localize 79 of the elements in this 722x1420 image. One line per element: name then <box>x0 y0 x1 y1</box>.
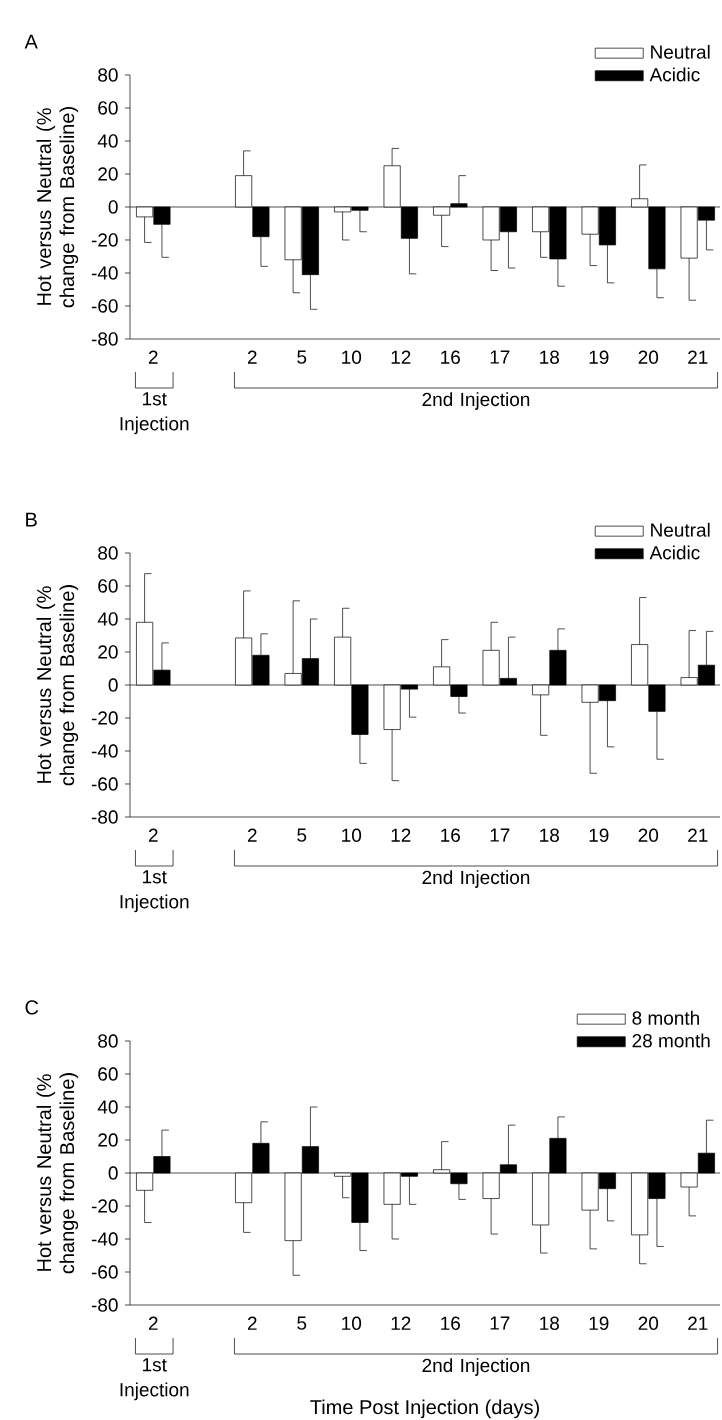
y-tick-label: 40 <box>97 1100 118 1114</box>
y-tick-label: 0 <box>108 200 118 214</box>
x-tick-label: 12 <box>391 828 411 842</box>
y-tick-label: -60 <box>91 777 118 791</box>
y-tick-label: -80 <box>91 332 118 346</box>
text: 2nd Injection <box>422 1358 530 1376</box>
legend-label: Neutral <box>651 522 710 537</box>
y-tick-label: -40 <box>91 1232 118 1246</box>
text: 1st Injection <box>120 392 189 435</box>
x-tick-label: 2 <box>247 350 257 364</box>
x-tick-label: 17 <box>490 350 510 364</box>
x-tick-label: 18 <box>540 1316 559 1330</box>
legend-label: 8 month <box>632 1010 699 1025</box>
y-tick-label: 80 <box>98 1034 118 1048</box>
x-tick-label: 18 <box>540 350 559 364</box>
chart-title: C <box>25 1000 39 1015</box>
x-tick-label: 5 <box>297 1316 307 1330</box>
x-tick-label: 2 <box>148 1316 158 1330</box>
y-tick-label: 60 <box>98 101 118 115</box>
y-tick-label: -40 <box>91 744 118 758</box>
legend-label: Acidic <box>649 545 700 560</box>
y-tick-label: 40 <box>97 612 118 626</box>
x-tick-label: 20 <box>638 350 659 364</box>
y-tick-label: -20 <box>91 233 118 247</box>
x-tick-label: 21 <box>688 350 708 364</box>
y-tick-label: 0 <box>108 1166 118 1180</box>
text: 1st Injection <box>120 870 189 913</box>
legend-label: Acidic <box>649 67 700 82</box>
x-tick-label: 10 <box>342 1316 362 1330</box>
text: 1st Injection <box>120 1358 189 1401</box>
y-tick-label: 80 <box>98 68 118 82</box>
x-tick-label: 2 <box>247 1316 257 1330</box>
y-tick-label: 20 <box>98 1133 118 1147</box>
x-tick-label: 17 <box>490 1316 510 1330</box>
y-tick-label: 40 <box>97 134 118 148</box>
x-tick-label: 17 <box>490 828 510 842</box>
text: 2nd Injection <box>422 392 530 410</box>
y-tick-label: 60 <box>98 1067 118 1081</box>
x-tick-label: 18 <box>540 828 559 842</box>
y-tick-label: 20 <box>98 645 118 659</box>
y-tick-label: -60 <box>91 299 118 313</box>
y-tick-label: -20 <box>91 1199 118 1213</box>
x-tick-label: 12 <box>391 1316 411 1330</box>
x-axis-title: Time Post Injection (days) <box>310 1399 539 1419</box>
y-tick-label: -60 <box>91 1265 118 1279</box>
y-tick-label: 20 <box>98 167 118 181</box>
x-tick-label: 2 <box>247 828 257 842</box>
x-tick-label: 5 <box>297 828 307 842</box>
x-tick-label: 16 <box>441 350 460 364</box>
y-tick-label: 60 <box>98 579 118 593</box>
x-tick-label: 16 <box>441 828 460 842</box>
x-tick-label: 21 <box>688 1316 708 1330</box>
chart-title: A <box>24 34 38 49</box>
x-tick-label: 16 <box>441 1316 460 1330</box>
x-tick-label: 19 <box>589 828 609 842</box>
y-axis-title: Hot versus Neutral (% change from Baseline) <box>36 585 79 786</box>
y-tick-label: -40 <box>91 266 118 280</box>
y-axis-title: Hot versus Neutral (% change from Baseline) <box>36 1073 79 1274</box>
x-tick-label: 10 <box>342 828 362 842</box>
x-tick-label: 20 <box>638 1316 659 1330</box>
x-tick-label: 21 <box>688 828 708 842</box>
x-tick-label: 12 <box>391 350 411 364</box>
y-tick-label: -20 <box>91 711 118 725</box>
x-tick-label: 2 <box>148 828 158 842</box>
text: 2nd Injection <box>422 870 530 888</box>
y-tick-label: -80 <box>91 1298 118 1312</box>
x-tick-label: 20 <box>638 828 659 842</box>
x-tick-label: 2 <box>148 350 158 364</box>
x-tick-label: 5 <box>297 350 307 364</box>
y-tick-label: -80 <box>91 810 118 824</box>
legend-label: 28 month <box>632 1033 710 1048</box>
y-axis-title: Hot versus Neutral (% change from Baseline) <box>36 107 79 308</box>
x-tick-label: 19 <box>589 350 609 364</box>
y-tick-label: 80 <box>98 546 118 560</box>
x-tick-label: 19 <box>589 1316 609 1330</box>
x-tick-label: 10 <box>342 350 362 364</box>
chart-title: B <box>26 512 37 527</box>
y-tick-label: 0 <box>108 678 118 692</box>
legend-label: Neutral <box>651 44 710 59</box>
